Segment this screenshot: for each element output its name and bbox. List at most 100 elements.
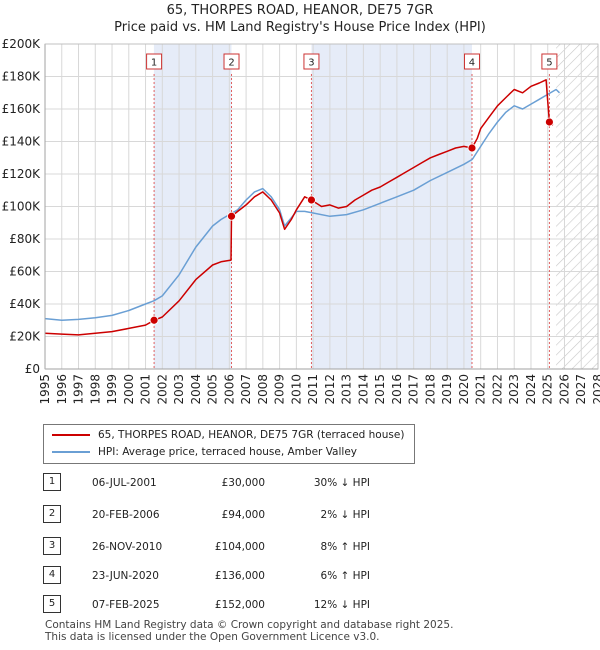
- sale-badge: 1: [43, 473, 61, 491]
- sale-price: £104,000: [214, 541, 265, 553]
- sale-badge: 5: [43, 595, 61, 613]
- sale-price: £152,000: [214, 599, 265, 611]
- sale-hpi-change: 12% ↓ HPI: [313, 599, 370, 611]
- price-chart: 1 2 3 4 5 £0 £20K £40K £60K £80K £100K £120K £140K £…: [2, 37, 600, 405]
- x-tick-label: 2016: [390, 374, 404, 405]
- footer-licence: This data is licensed under the Open Gov…: [45, 631, 380, 643]
- sale-point: [307, 195, 316, 205]
- sale-label-number: 1: [151, 58, 157, 69]
- y-tick-label: £140K: [2, 135, 42, 149]
- x-tick-label: 2002: [155, 374, 169, 405]
- x-tick-label: 2026: [557, 374, 571, 405]
- x-tick-label: 2028: [591, 374, 600, 405]
- y-tick-label: £180K: [2, 70, 42, 84]
- legend-swatch-property: [52, 434, 90, 436]
- sale-label-frame: [146, 53, 163, 70]
- x-tick-label: 2012: [323, 374, 337, 405]
- table-row: 5 07-FEB-2025 £152,000 12% ↓ HPI: [0, 595, 600, 615]
- x-tick-label: 2018: [423, 374, 437, 405]
- x-tick-label: 2025: [541, 374, 555, 405]
- x-tick-label: 2006: [222, 374, 236, 405]
- x-tick-label: 2005: [206, 374, 220, 405]
- y-tick-label: £40K: [9, 297, 41, 311]
- sale-label-box: 5: [541, 53, 558, 70]
- chart-subtitle: Price paid vs. HM Land Registry's House …: [114, 20, 486, 35]
- footer-copyright: Contains HM Land Registry data © Crown c…: [45, 619, 454, 631]
- x-tick-label: 2023: [507, 374, 521, 405]
- series-line-hpi: [44, 88, 561, 322]
- sale-point: [545, 117, 554, 127]
- sale-badge: 3: [43, 537, 61, 555]
- chart-legend: 65, THORPES ROAD, HEANOR, DE75 7GR (terr…: [43, 424, 415, 464]
- y-tick-label: £20K: [9, 330, 41, 344]
- sale-label-number: 2: [228, 58, 234, 69]
- y-tick-label: £160K: [2, 102, 42, 116]
- sale-label-number: 3: [308, 58, 314, 69]
- sale-badge: 2: [43, 505, 61, 523]
- sale-point: [467, 143, 477, 153]
- x-tick-label: 2019: [440, 374, 454, 405]
- x-tick-label: 2015: [373, 374, 387, 405]
- x-tick-label: 2014: [356, 374, 370, 405]
- sale-date: 26-NOV-2010: [92, 541, 163, 553]
- sale-label-frame: [463, 53, 480, 70]
- x-tick-label: 2007: [239, 374, 253, 405]
- y-tick-label: £0: [25, 362, 40, 376]
- sale-hpi-change: 8% ↑ HPI: [320, 541, 370, 553]
- sale-date: 06-JUL-2001: [92, 477, 157, 489]
- x-tick-label: 2003: [172, 374, 186, 405]
- sale-label-number: 5: [546, 58, 552, 69]
- sale-date: 23-JUN-2020: [92, 570, 159, 582]
- x-tick-label: 2001: [139, 374, 153, 405]
- x-tick-label: 2008: [256, 374, 270, 405]
- x-tick-label: 1998: [88, 374, 102, 405]
- x-tick-label: 1997: [72, 374, 86, 405]
- x-tick-label: 2004: [189, 374, 203, 405]
- x-tick-label: 2027: [574, 374, 588, 405]
- sale-price: £94,000: [221, 509, 265, 521]
- x-tick-label: 2017: [407, 374, 421, 405]
- y-tick-label: £80K: [9, 232, 41, 246]
- sale-label-box: 3: [303, 53, 320, 70]
- sale-date: 20-FEB-2006: [92, 509, 160, 521]
- footer-note: Contains HM Land Registry data © Crown c…: [45, 619, 453, 643]
- legend-item-hpi: HPI: Average price, terraced house, Ambe…: [52, 444, 357, 460]
- chart-title: 65, THORPES ROAD, HEANOR, DE75 7GR: [166, 3, 434, 18]
- sale-label-frame: [541, 53, 558, 70]
- sale-hpi-change: 30% ↓ HPI: [313, 477, 370, 489]
- table-row: 4 23-JUN-2020 £136,000 6% ↑ HPI: [0, 566, 600, 586]
- sale-hpi-change: 2% ↓ HPI: [320, 509, 370, 521]
- sale-label-box: 1: [146, 53, 163, 70]
- x-tick-label: 2022: [490, 374, 504, 405]
- x-tick-label: 2011: [306, 374, 320, 405]
- x-tick-label: 1995: [38, 374, 52, 405]
- sale-point: [227, 211, 236, 221]
- sale-point: [149, 315, 159, 325]
- y-tick-label: £120K: [2, 167, 42, 181]
- table-row: 1 06-JUL-2001 £30,000 30% ↓ HPI: [0, 473, 600, 493]
- x-tick-label: 2024: [524, 374, 538, 405]
- sale-label-frame: [223, 53, 240, 70]
- sale-price: £30,000: [221, 477, 265, 489]
- legend-label-hpi: HPI: Average price, terraced house, Ambe…: [98, 446, 357, 458]
- x-tick-label: 2009: [273, 374, 287, 405]
- sale-hpi-change: 6% ↑ HPI: [320, 570, 370, 582]
- x-tick-label: 2013: [340, 374, 354, 405]
- sale-label-box: 2: [223, 53, 240, 70]
- sale-label-frame: [303, 53, 320, 70]
- x-tick-label: 2020: [457, 374, 471, 405]
- sale-date: 07-FEB-2025: [92, 599, 160, 611]
- sale-price: £136,000: [214, 570, 265, 582]
- table-row: 3 26-NOV-2010 £104,000 8% ↑ HPI: [0, 537, 600, 557]
- legend-swatch-hpi: [52, 451, 90, 453]
- x-tick-label: 2010: [289, 374, 303, 405]
- legend-label-property: 65, THORPES ROAD, HEANOR, DE75 7GR (terr…: [98, 429, 405, 441]
- x-tick-label: 1996: [55, 374, 69, 405]
- sale-label-box: 4: [463, 53, 480, 70]
- table-row: 2 20-FEB-2006 £94,000 2% ↓ HPI: [0, 505, 600, 525]
- sale-badge: 4: [43, 566, 61, 584]
- y-tick-label: £100K: [2, 200, 42, 214]
- y-tick-label: £60K: [9, 265, 41, 279]
- x-tick-label: 2021: [474, 374, 488, 405]
- x-tick-label: 1999: [105, 374, 119, 405]
